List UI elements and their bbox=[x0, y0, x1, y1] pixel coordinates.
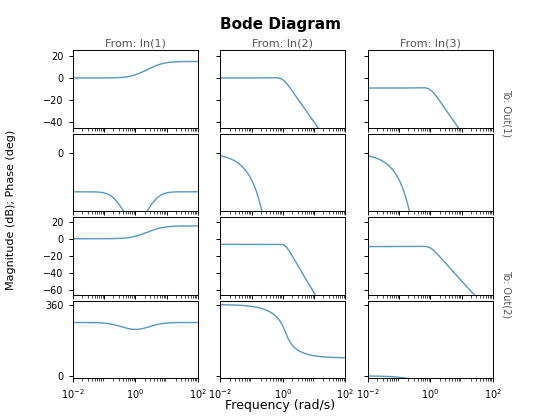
Text: Magnitude (dB); Phase (deg): Magnitude (dB); Phase (deg) bbox=[6, 130, 16, 290]
Title: From: In(1): From: In(1) bbox=[105, 38, 166, 48]
Title: From: In(3): From: In(3) bbox=[400, 38, 461, 48]
Text: Bode Diagram: Bode Diagram bbox=[220, 17, 340, 32]
Text: Frequency (rad/s): Frequency (rad/s) bbox=[225, 399, 335, 412]
Text: To: Out(2): To: Out(2) bbox=[501, 270, 511, 318]
Text: To: Out(1): To: Out(1) bbox=[501, 89, 511, 137]
Title: From: In(2): From: In(2) bbox=[253, 38, 313, 48]
